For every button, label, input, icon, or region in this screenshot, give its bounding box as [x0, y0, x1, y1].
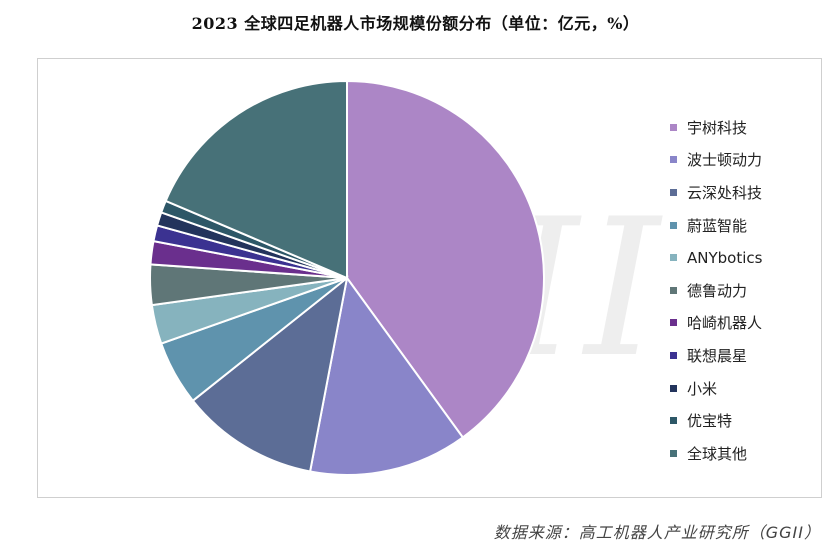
chart-title: 2023 全球四足机器人市场规模份额分布（单位：亿元，%） — [191, 14, 640, 33]
legend-item-0: 宇树科技 — [670, 111, 762, 144]
legend-label: 德鲁动力 — [687, 281, 748, 300]
legend-item-10: 全球其他 — [670, 437, 762, 470]
legend-swatch — [670, 417, 677, 425]
legend-swatch — [670, 123, 677, 131]
legend-item-5: 德鲁动力 — [670, 274, 762, 307]
legend-swatch — [670, 351, 677, 359]
legend-label: ANYbotics — [687, 248, 763, 267]
legend-item-2: 云深处科技 — [670, 176, 762, 209]
legend-swatch — [670, 449, 677, 457]
legend-swatch — [670, 221, 677, 229]
legend-label: 云深处科技 — [687, 183, 763, 202]
legend-label: 小米 — [687, 379, 718, 398]
legend-item-6: 哈崎机器人 — [670, 307, 762, 340]
source-note: 数据来源：高工机器人产业研究所（GGII） — [493, 523, 821, 542]
chart-frame: GGII 宇树科技波士顿动力云深处科技蔚蓝智能ANYbotics德鲁动力哈崎机器… — [37, 58, 822, 498]
legend-item-3: 蔚蓝智能 — [670, 209, 762, 242]
legend-label: 优宝特 — [687, 412, 733, 431]
legend-swatch — [670, 319, 677, 327]
legend-item-8: 小米 — [670, 372, 762, 405]
pie-chart — [149, 79, 545, 476]
legend-swatch — [670, 286, 677, 294]
legend-label: 全球其他 — [687, 444, 748, 463]
legend-label: 联想晨星 — [687, 346, 748, 365]
legend-swatch — [670, 254, 677, 262]
legend-label: 蔚蓝智能 — [687, 216, 748, 235]
legend-item-1: 波士顿动力 — [670, 144, 762, 177]
legend-swatch — [670, 188, 677, 196]
pie-slice-2 — [191, 275, 349, 473]
pie-slice-0 — [346, 79, 545, 439]
pie-slice-1 — [308, 275, 465, 476]
legend-item-7: 联想晨星 — [670, 339, 762, 372]
chart-legend: 宇树科技波士顿动力云深处科技蔚蓝智能 ANYbotics 德鲁动力哈崎机器人联想晨星… — [670, 111, 762, 470]
legend-label: 哈崎机器人 — [687, 314, 763, 333]
legend-item-4: ANYbotics — [670, 241, 762, 274]
legend-label: 波士顿动力 — [687, 151, 763, 170]
pie-slice-10 — [164, 79, 348, 280]
legend-swatch — [670, 156, 677, 164]
legend-swatch — [670, 384, 677, 392]
legend-label: 宇树科技 — [687, 118, 748, 137]
legend-item-9: 优宝特 — [670, 404, 762, 437]
